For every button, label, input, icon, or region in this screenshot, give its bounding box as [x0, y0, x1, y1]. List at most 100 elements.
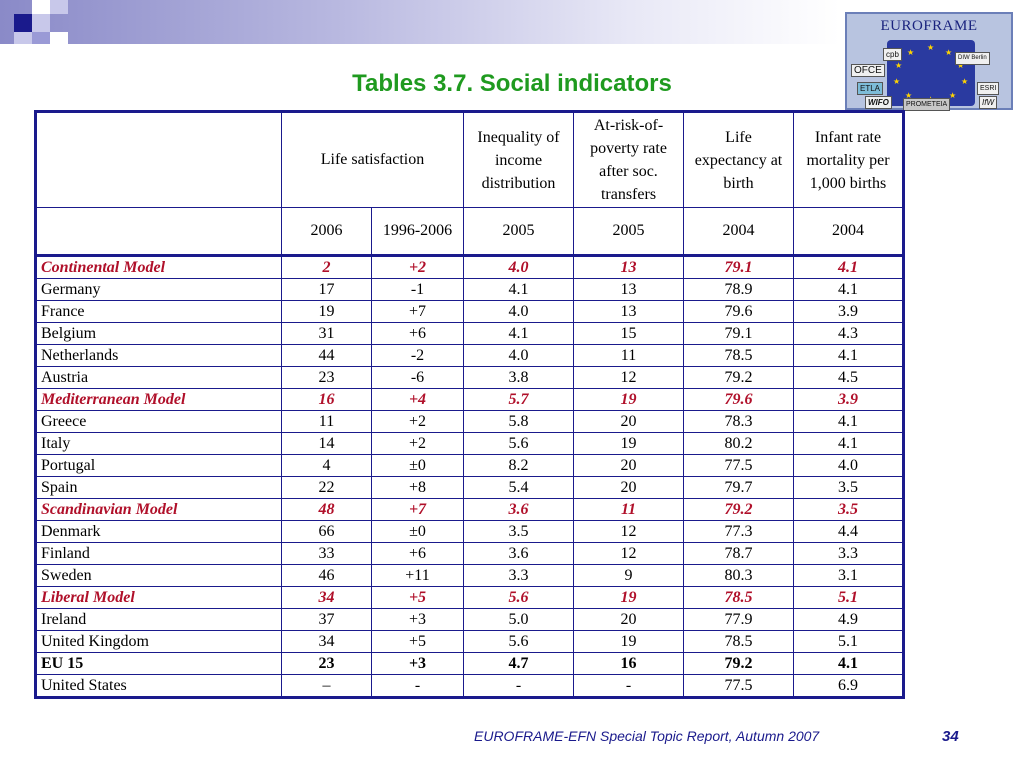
table-cell: 3.6 [463, 498, 574, 521]
logo-member-ifw: IfW [979, 96, 997, 109]
table-cell: 34 [281, 586, 372, 609]
table-cell: 4.1 [793, 344, 904, 367]
year-cell: 2006 [281, 207, 372, 257]
table-cell: +4 [371, 388, 464, 411]
table-cell: 5.1 [793, 630, 904, 653]
table-cell: 79.7 [683, 476, 794, 499]
table-cell: 5.1 [793, 586, 904, 609]
social-indicators-table-wrap: Life satisfaction Inequality of income d… [34, 110, 905, 699]
table-cell: ±0 [371, 520, 464, 543]
table-cell: 15 [573, 322, 684, 345]
logo-member-prometeia: PROMETEIA [903, 98, 951, 111]
table-cell: 79.2 [683, 366, 794, 389]
table-cell: +3 [371, 608, 464, 631]
table-cell: 4.4 [793, 520, 904, 543]
table-cell: 4.1 [793, 255, 904, 279]
table-row: Spain 22 +8 5.4 20 79.7 3.5 [35, 476, 904, 499]
table-cell: +8 [371, 476, 464, 499]
table-cell: +2 [371, 255, 464, 279]
header-inequality: Inequality of income distribution [463, 111, 574, 208]
decor-square [32, 14, 50, 32]
table-cell: 19 [573, 388, 684, 411]
table-cell: 4.5 [793, 366, 904, 389]
table-cell: 31 [281, 322, 372, 345]
table-cell: 12 [573, 366, 684, 389]
table-cell: 78.5 [683, 630, 794, 653]
table-cell: 46 [281, 564, 372, 587]
year-cell: 2004 [793, 207, 904, 257]
table-cell: 3.1 [793, 564, 904, 587]
table-cell: 19 [573, 432, 684, 455]
table-row: Finland 33 +6 3.6 12 78.7 3.3 [35, 542, 904, 565]
table-cell: 23 [281, 366, 372, 389]
table-cell: 19 [281, 300, 372, 323]
table-cell: 20 [573, 476, 684, 499]
table-cell: 11 [573, 344, 684, 367]
table-cell: +6 [371, 322, 464, 345]
year-cell [35, 207, 282, 257]
table-cell: 3.3 [463, 564, 574, 587]
table-cell: 3.8 [463, 366, 574, 389]
table-cell: 14 [281, 432, 372, 455]
table-cell: +7 [371, 498, 464, 521]
logo-member-esri: ESRI [977, 82, 1000, 95]
table-cell: 44 [281, 344, 372, 367]
table-cell: 16 [281, 388, 372, 411]
table-cell: 3.5 [793, 476, 904, 499]
table-cell: 4.1 [793, 432, 904, 455]
table-cell: 33 [281, 542, 372, 565]
table-cell: 78.5 [683, 586, 794, 609]
year-cell: 2005 [463, 207, 574, 257]
header-gradient-bar [0, 0, 840, 44]
table-cell: 4.0 [463, 300, 574, 323]
table-cell: ±0 [371, 454, 464, 477]
eu-row: EU 15 23 +3 4.7 16 79.2 4.1 [35, 652, 904, 675]
euroframe-logo: EUROFRAME ★ ★ ★ ★ ★ ★ ★ ★ ★ ★ cpb DIW Be… [845, 12, 1013, 111]
table-cell: 4.7 [463, 652, 574, 675]
table-cell: - [371, 674, 464, 698]
row-label: Finland [35, 542, 282, 565]
table-cell: 20 [573, 608, 684, 631]
row-label: Germany [35, 278, 282, 301]
header-life-expectancy: Life expectancy at birth [683, 111, 794, 208]
header-row: Life satisfaction Inequality of income d… [35, 111, 904, 208]
table-cell: 11 [281, 410, 372, 433]
table-cell: 22 [281, 476, 372, 499]
table-cell: 80.3 [683, 564, 794, 587]
table-row: Austria 23 -6 3.8 12 79.2 4.5 [35, 366, 904, 389]
table-cell: 5.6 [463, 630, 574, 653]
table-cell: 13 [573, 255, 684, 279]
table-cell: 12 [573, 542, 684, 565]
table-cell: 19 [573, 586, 684, 609]
table-cell: 23 [281, 652, 372, 675]
model-row: Continental Model 2 +2 4.0 13 79.1 4.1 [35, 255, 904, 279]
table-row: United States – - - -77.5 6.9 [35, 674, 904, 698]
table-cell: -1 [371, 278, 464, 301]
table-row: Denmark 66 ±0 3.5 12 77.3 4.4 [35, 520, 904, 543]
table-cell: 20 [573, 410, 684, 433]
table-cell: +2 [371, 432, 464, 455]
table-cell: +5 [371, 630, 464, 653]
table-cell: 20 [573, 454, 684, 477]
logo-member-ofce: OFCE [851, 64, 885, 77]
row-label: Liberal Model [35, 586, 282, 609]
table-cell: 4 [281, 454, 372, 477]
table-cell: 4.0 [463, 344, 574, 367]
row-label: EU 15 [35, 652, 282, 675]
decor-square [14, 14, 32, 32]
row-label: France [35, 300, 282, 323]
table-cell: +5 [371, 586, 464, 609]
table-cell: -2 [371, 344, 464, 367]
table-row: Belgium 31 +6 4.1 15 79.1 4.3 [35, 322, 904, 345]
table-cell: 3.5 [793, 498, 904, 521]
logo-member-wifo: WIFO [865, 96, 892, 109]
table-cell: 5.6 [463, 432, 574, 455]
logo-member-etla: ETLA [857, 82, 884, 95]
table-cell: 77.5 [683, 674, 794, 698]
table-cell: 3.5 [463, 520, 574, 543]
row-label: Scandinavian Model [35, 498, 282, 521]
header-cell-blank [35, 111, 282, 208]
table-cell: 4.1 [463, 278, 574, 301]
table-cell: +6 [371, 542, 464, 565]
table-cell: +2 [371, 410, 464, 433]
